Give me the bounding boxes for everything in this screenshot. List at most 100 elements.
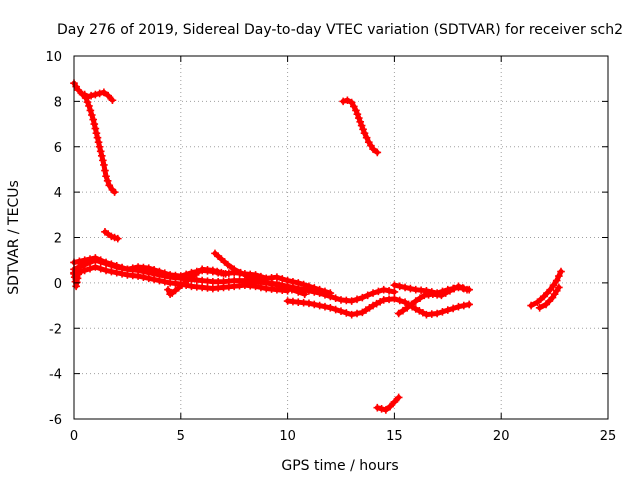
data-point <box>536 295 545 304</box>
data-point <box>394 309 403 318</box>
data-point <box>91 263 100 271</box>
data-point <box>465 300 473 309</box>
data-point <box>305 282 313 291</box>
data-point <box>281 283 290 292</box>
data-point <box>107 267 116 276</box>
data-point <box>362 133 371 142</box>
data-point <box>90 120 99 128</box>
data-point <box>360 129 369 137</box>
data-point <box>441 289 450 297</box>
data-point <box>399 306 407 315</box>
data-point <box>438 308 447 316</box>
data-point <box>139 273 148 282</box>
data-point <box>86 106 95 115</box>
data-point <box>249 274 258 283</box>
series-track-a-descent <box>80 90 119 196</box>
data-point <box>96 256 105 264</box>
data-point <box>347 310 356 319</box>
data-point <box>353 295 361 304</box>
data-point <box>444 306 452 314</box>
data-point <box>407 300 416 309</box>
data-point <box>177 272 185 280</box>
series-track-d <box>373 393 403 414</box>
data-point <box>243 272 251 280</box>
y-tick-label: -6 <box>49 413 62 428</box>
data-point <box>310 284 319 292</box>
data-point <box>155 267 164 276</box>
data-point <box>555 283 563 292</box>
data-point <box>433 309 441 318</box>
data-point <box>385 287 393 295</box>
data-point <box>339 97 347 106</box>
series-track-j <box>527 267 565 310</box>
data-point <box>105 181 114 190</box>
grid-lines <box>74 56 608 419</box>
data-point <box>85 102 93 110</box>
series-track-b <box>101 228 122 243</box>
data-point <box>160 277 169 286</box>
y-axis-label: SDTVAR / TECUs <box>6 180 22 295</box>
data-point <box>100 161 108 169</box>
data-point <box>257 283 265 292</box>
data-point <box>93 133 102 142</box>
data-series-layer <box>70 79 565 414</box>
data-point <box>458 284 467 292</box>
data-point <box>373 403 382 412</box>
data-point <box>395 282 404 291</box>
data-point <box>437 291 446 300</box>
data-point <box>144 274 153 283</box>
data-point <box>390 294 399 303</box>
data-point <box>112 262 121 270</box>
data-point <box>217 268 226 277</box>
data-point <box>86 255 94 263</box>
data-point <box>118 263 126 272</box>
data-point <box>95 142 104 151</box>
data-point <box>223 260 232 269</box>
data-point <box>305 299 313 308</box>
data-point <box>107 260 116 268</box>
series-track-j2 <box>535 283 563 312</box>
data-point <box>331 294 340 302</box>
data-point <box>102 172 110 181</box>
data-point <box>95 89 104 98</box>
data-point <box>343 96 352 105</box>
data-point <box>102 258 110 267</box>
data-point <box>217 255 226 263</box>
data-point <box>211 249 219 258</box>
x-tick-label: 25 <box>600 429 617 444</box>
series-track-a-upper <box>70 79 117 105</box>
x-tick-label: 15 <box>386 429 403 444</box>
data-point <box>321 302 329 311</box>
data-point <box>454 302 463 311</box>
data-point <box>275 281 283 289</box>
data-point <box>369 289 377 297</box>
data-point <box>91 90 100 99</box>
data-point <box>128 264 137 272</box>
data-point <box>164 285 172 294</box>
y-tick-label: 6 <box>54 141 62 156</box>
data-point <box>108 96 117 105</box>
data-point <box>96 264 105 273</box>
data-point <box>394 393 403 402</box>
data-point <box>251 282 260 291</box>
data-point <box>134 272 142 280</box>
y-tick-label: -4 <box>49 368 62 383</box>
x-tick-label: 10 <box>279 429 296 444</box>
data-point <box>331 305 340 314</box>
data-point <box>463 285 471 294</box>
y-tick-label: 10 <box>45 50 62 65</box>
data-point <box>549 281 558 289</box>
data-point <box>160 269 169 278</box>
data-point <box>557 267 565 276</box>
data-point <box>310 300 319 309</box>
data-point <box>110 233 119 242</box>
data-point <box>94 138 103 147</box>
data-point <box>294 279 303 287</box>
data-point <box>416 294 424 302</box>
data-point <box>390 281 399 289</box>
data-point <box>283 276 292 285</box>
data-point <box>91 124 100 133</box>
data-point <box>555 272 563 280</box>
data-point <box>542 300 550 309</box>
